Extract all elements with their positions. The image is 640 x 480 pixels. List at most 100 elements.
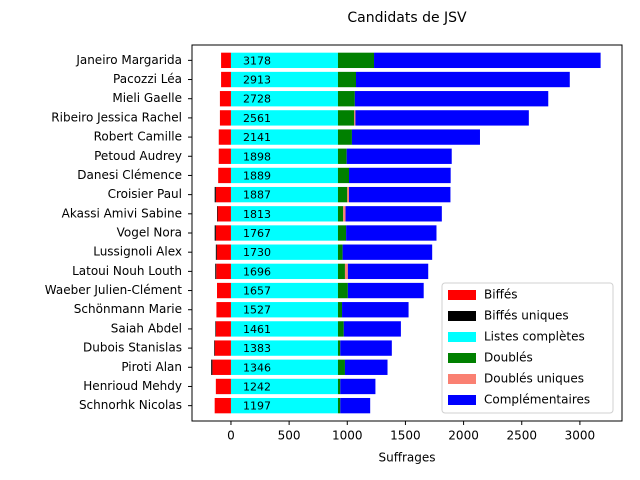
y-tick-label: Akassi Amivi Sabine	[62, 206, 182, 220]
bar-segment	[343, 321, 401, 337]
bar-segment	[337, 359, 345, 375]
legend-label: Biffés	[484, 288, 517, 302]
legend-label: Biffés uniques	[484, 309, 569, 323]
bar-segment	[214, 397, 231, 414]
bar-segment	[337, 263, 345, 280]
data-label: 1696	[243, 265, 271, 278]
bar-segment	[230, 186, 338, 203]
bar-segment	[337, 206, 344, 222]
bar-segment	[230, 378, 338, 395]
bar-segment	[211, 359, 213, 375]
y-tick-label: Henrioud Mehdy	[83, 379, 182, 393]
y-tick-label: Ribeiro Jessica Rachel	[51, 110, 182, 124]
legend-swatch	[448, 353, 476, 363]
bar-segment	[337, 225, 347, 241]
chart-title: Candidats de JSV	[347, 10, 467, 26]
y-tick-label: Robert Camille	[94, 130, 182, 144]
y-tick-label: Mieli Gaelle	[112, 91, 182, 105]
bar-segment	[337, 167, 350, 184]
bar-segment	[230, 129, 338, 145]
data-label: 1461	[243, 323, 271, 336]
legend-swatch	[448, 332, 476, 342]
bar-segment	[215, 225, 231, 241]
y-tick-label: Petoud Audrey	[94, 149, 182, 163]
bar-segment	[230, 359, 338, 375]
data-label: 1813	[243, 208, 271, 221]
y-tick-label: Janeiro Margarida	[75, 53, 182, 67]
y-tick-label: Schönmann Marie	[74, 302, 182, 316]
bar-segment	[337, 321, 344, 337]
bar-segment	[374, 52, 601, 69]
x-tick-label: 1000	[332, 429, 363, 443]
bar-segment	[340, 340, 392, 356]
bar-segment	[215, 378, 231, 395]
bar-segment	[340, 397, 371, 414]
bar-segment	[349, 186, 451, 203]
y-tick-label: Piroti Alan	[121, 360, 182, 374]
y-tick-label: Dubois Stanislas	[83, 341, 182, 355]
data-label: 1657	[243, 285, 271, 298]
bar-segment	[230, 52, 338, 69]
legend-label: Listes complètes	[484, 330, 585, 344]
bar-segment	[215, 321, 216, 337]
bar-segment	[230, 71, 338, 88]
bar-segment	[337, 52, 375, 69]
x-tick-label: 0	[227, 429, 235, 443]
bar-segment	[216, 263, 231, 280]
bar-segment	[214, 225, 216, 241]
bar-segment	[214, 340, 231, 356]
bar-segment	[230, 263, 338, 280]
legend-label: Doublés	[484, 351, 533, 365]
bar-segment	[337, 340, 341, 356]
legend-swatch	[448, 311, 476, 321]
bar-segment	[218, 167, 231, 184]
bar-segment	[216, 244, 231, 260]
data-label: 3178	[243, 54, 271, 67]
y-tick-label: Schnorhk Nicolas	[79, 398, 182, 412]
bar-segment	[219, 110, 231, 126]
bar-segment	[230, 340, 338, 356]
data-label: 2728	[243, 93, 271, 106]
legend-swatch	[448, 290, 476, 300]
bar-segment	[337, 186, 348, 203]
bar-segment	[354, 91, 549, 107]
data-label: 1887	[243, 189, 271, 202]
legend-box	[441, 282, 614, 414]
bar-segment	[337, 282, 348, 299]
bar-segment	[347, 186, 350, 203]
bar-segment	[349, 167, 451, 184]
bar-segment	[214, 340, 215, 356]
bar-segment	[355, 110, 529, 126]
y-tick-label: Latoui Nouh Louth	[72, 264, 182, 278]
bar-segment	[214, 186, 216, 203]
data-label: 1730	[243, 246, 271, 259]
bar-segment	[351, 129, 480, 145]
data-label: 2141	[243, 131, 271, 144]
bar-segment	[337, 110, 355, 126]
data-label: 1889	[243, 169, 271, 182]
bar-segment	[215, 263, 217, 280]
bar-segment	[230, 148, 338, 164]
bar-segment	[337, 148, 347, 164]
bar-segment	[337, 91, 355, 107]
data-label: 2561	[243, 112, 271, 125]
bar-segment	[347, 282, 424, 299]
x-tick-label: 500	[278, 429, 301, 443]
x-tick-label: 2000	[448, 429, 479, 443]
bar-segment	[340, 378, 376, 395]
y-tick-label: Vogel Nora	[117, 226, 182, 240]
bar-segment	[217, 206, 231, 222]
bar-segment	[354, 110, 356, 126]
data-label: 1197	[243, 400, 271, 413]
bar-segment	[337, 244, 343, 260]
bar-segment	[219, 91, 231, 107]
legend-label: Doublés uniques	[484, 372, 584, 386]
bar-segment	[215, 321, 231, 337]
x-tick-label: 1500	[390, 429, 421, 443]
data-label: 1346	[243, 361, 271, 374]
bar-segment	[337, 397, 341, 414]
bar-segment	[345, 206, 442, 222]
x-axis-label: Suffrages	[378, 451, 435, 465]
y-tick-label: Danesi Clémence	[77, 168, 182, 182]
